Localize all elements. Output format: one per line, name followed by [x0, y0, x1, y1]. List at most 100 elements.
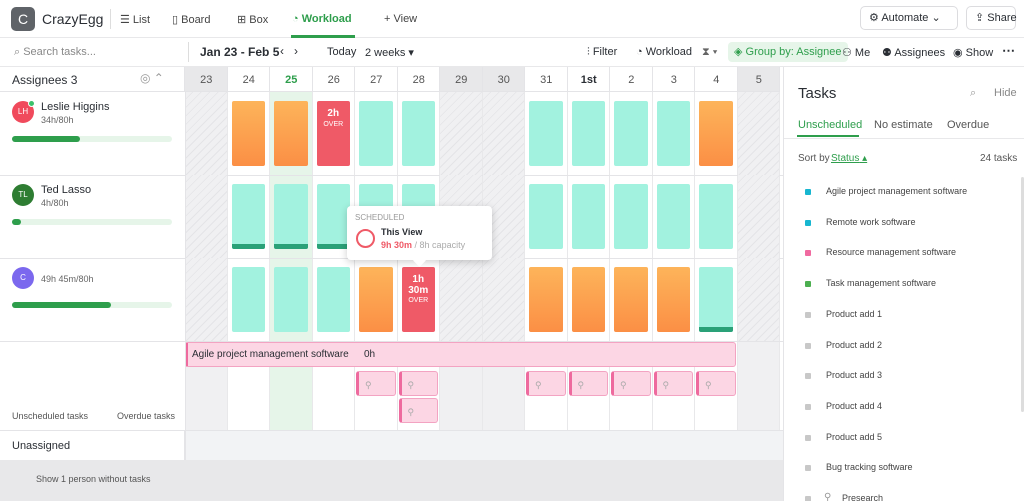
task-item[interactable]: Task management software [826, 278, 937, 289]
task-item[interactable]: Product add 3 [826, 370, 883, 381]
workload-bar[interactable] [274, 101, 308, 166]
task-chip[interactable]: ⚲ [696, 371, 736, 396]
search-icon[interactable]: ⌕ [970, 87, 977, 99]
task-chip[interactable]: ⚲ [398, 398, 438, 423]
add-view-label: View [393, 13, 418, 25]
day-label: 25 [285, 74, 298, 86]
share-label: Share [987, 12, 1017, 24]
task-chip[interactable]: ⚲ [398, 371, 438, 396]
panel-tab-underline [797, 135, 859, 137]
workload-bar[interactable] [571, 267, 605, 332]
search[interactable]: ⌕ Search tasks... [14, 46, 96, 58]
more-button[interactable]: ⋯ [1002, 43, 1015, 58]
automate-button[interactable]: ⚙ Automate ⌄ [860, 6, 958, 30]
workload-bar[interactable] [231, 101, 265, 166]
tasks-panel: Tasks ⌕ Hide Unscheduled No estimate Ove… [783, 67, 1024, 501]
task-item[interactable]: Agile project management software [826, 186, 968, 196]
sort-field[interactable]: Status ▴ [831, 153, 868, 164]
day-header [567, 67, 610, 92]
task-chip[interactable]: ⚲ [611, 371, 651, 396]
task-chip[interactable]: ⚲ [568, 371, 608, 396]
hourglass-select[interactable]: ⧗ ▾ [702, 46, 718, 58]
header-icons[interactable]: ◎ ⌃ [140, 71, 164, 85]
overdue-label: Overdue tasks [117, 411, 176, 421]
workload-bar[interactable] [571, 184, 605, 249]
assignees-button[interactable]: ⚉ Assignees [882, 47, 946, 59]
span-select[interactable]: 2 weeks ▾ [365, 47, 414, 59]
panel-tab-active[interactable]: Unscheduled [798, 119, 863, 131]
add-view[interactable]: + View [384, 13, 418, 25]
tooltip: SCHEDULED This View 9h 30m / 8h capacity [347, 206, 492, 267]
panel-tab[interactable]: Overdue [947, 119, 990, 131]
task-chip[interactable]: ⚲ [653, 371, 693, 396]
filter-button[interactable]: ⫶ Filter [587, 46, 618, 58]
tab[interactable]: ☰ List [120, 14, 151, 26]
workload-bar[interactable] [614, 101, 648, 166]
workload-bar[interactable] [316, 184, 350, 249]
online-dot [28, 100, 35, 107]
workload-bar[interactable] [529, 267, 563, 332]
workload-bar[interactable] [359, 267, 393, 332]
task-item[interactable]: Bug tracking software [826, 462, 913, 473]
workload-bar[interactable] [274, 267, 308, 332]
tab[interactable]: ⊞ Box [237, 14, 269, 26]
workload-bar[interactable] [316, 267, 350, 332]
logo[interactable]: C [11, 7, 35, 31]
day-header [270, 67, 313, 92]
day-label: 30 [497, 74, 510, 86]
capacity-fill [12, 219, 21, 225]
workload-bar[interactable] [231, 184, 265, 249]
workload-bar[interactable] [359, 101, 393, 166]
status-dot [805, 311, 811, 318]
task-item[interactable]: Product add 5 [826, 431, 883, 442]
workload-bar[interactable] [656, 267, 690, 332]
workload-label: Workload [645, 46, 692, 58]
workload-bar[interactable] [274, 184, 308, 249]
workload-bar[interactable] [656, 101, 690, 166]
me-button[interactable]: ⚇ Me [842, 47, 871, 59]
assignee-hours: 34h/80h [41, 115, 74, 125]
show-button[interactable]: ◉ Show [953, 47, 994, 59]
workload-bar[interactable] [529, 184, 563, 249]
workspace-name[interactable]: CrazyEgg [42, 11, 104, 27]
day-header [185, 67, 228, 92]
workload-bar[interactable] [656, 184, 690, 249]
status-dot [805, 250, 811, 257]
status-dot [805, 434, 811, 441]
task-item[interactable]: Resource management software [826, 247, 957, 258]
workload-bar[interactable] [699, 267, 733, 332]
workload-bar[interactable] [529, 101, 563, 166]
workload-bar[interactable] [571, 101, 605, 166]
tab-active[interactable]: ◔ Workload [292, 13, 352, 25]
group-by[interactable]: ◈ Group by: Assignee [728, 42, 848, 62]
workload-bar[interactable]: 2h OVER [316, 101, 350, 166]
off-day [185, 258, 227, 341]
workload-bar[interactable] [699, 101, 733, 166]
footer [0, 460, 783, 501]
task-item[interactable]: Product add 4 [826, 400, 883, 411]
footer-text[interactable]: Show 1 person without tasks [36, 474, 151, 484]
day-header [227, 67, 270, 92]
workload-bar[interactable] [231, 267, 265, 332]
task-chip[interactable]: ⚲ [526, 371, 566, 396]
date-range[interactable]: Jan 23 - Feb 5 [200, 45, 280, 59]
task-chip[interactable]: ⚲ [356, 371, 396, 396]
task-item[interactable]: Presearch [842, 493, 884, 501]
workload-bar[interactable]: 1h 30m OVER [401, 267, 435, 332]
tab[interactable]: ▯ Board [172, 14, 211, 26]
scheduled-task-bar[interactable] [185, 342, 736, 367]
workload-bar[interactable] [699, 184, 733, 249]
tab-label: Board [181, 14, 211, 26]
workload-bar[interactable] [614, 267, 648, 332]
panel-tab[interactable]: No estimate [874, 119, 933, 131]
date-nav[interactable]: ‹ › [280, 44, 298, 58]
workload-bar[interactable] [614, 184, 648, 249]
task-item[interactable]: Product add 2 [826, 339, 883, 350]
task-item[interactable]: Product add 1 [826, 308, 883, 319]
hide-button[interactable]: Hide [994, 87, 1017, 99]
workload-select[interactable]: ◔ Workload [636, 46, 692, 58]
workload-bar[interactable] [401, 101, 435, 166]
today-button[interactable]: Today [327, 46, 357, 58]
task-item[interactable]: Remote work software [826, 216, 916, 227]
share-button[interactable]: ⇪ Share [966, 6, 1017, 30]
